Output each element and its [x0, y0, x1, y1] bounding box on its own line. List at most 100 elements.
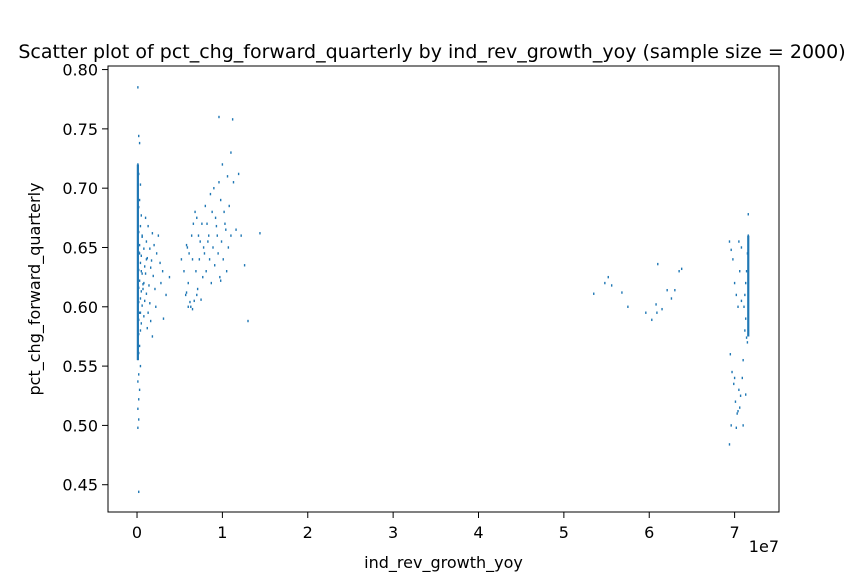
scatter-point	[190, 234, 193, 237]
scatter-point	[141, 272, 143, 275]
scatter-point	[146, 256, 148, 260]
scatter-point	[739, 394, 742, 397]
scatter-point	[203, 252, 206, 255]
scatter-point	[157, 234, 160, 237]
scatter-point	[190, 305, 192, 308]
x-axis: 0 1 2 3 4 5 6 7	[132, 512, 740, 542]
scatter-point	[187, 281, 189, 285]
scatter-point	[140, 254, 142, 257]
scatter-point	[196, 216, 198, 220]
y-axis: 0.45 0.50 0.55 0.60 0.65 0.70 0.75 0.80	[62, 61, 108, 495]
y-tick-label: 0.60	[62, 298, 98, 317]
scatter-point	[140, 290, 142, 293]
scatter-point	[219, 279, 222, 282]
scatter-point	[144, 216, 147, 220]
scatter-point	[680, 267, 683, 271]
scatter-point	[149, 266, 152, 269]
scatter-point	[733, 376, 736, 380]
x-axis-offset-label: 1e7	[749, 537, 779, 556]
scatter-point	[607, 275, 609, 279]
scatter-point	[737, 305, 739, 308]
scatter-point	[232, 181, 235, 184]
scatter-point	[593, 292, 595, 295]
scatter-point	[729, 353, 732, 356]
scatter-point	[732, 258, 734, 261]
scatter-point	[188, 252, 190, 255]
scatter-point	[218, 115, 220, 119]
scatter-point	[186, 246, 189, 249]
scatter-point	[149, 247, 151, 250]
scatter-point	[141, 234, 143, 237]
scatter-point	[152, 274, 154, 278]
scatter-point	[184, 293, 187, 297]
scatter-point	[743, 305, 745, 308]
scatter-point	[661, 307, 663, 311]
scatter-point	[610, 284, 613, 287]
x-tick-label: 5	[559, 523, 569, 542]
scatter-point	[139, 183, 142, 186]
scatter-point	[211, 210, 213, 214]
scatter-point	[147, 224, 149, 228]
scatter-point	[189, 300, 191, 304]
scatter-point	[192, 222, 195, 225]
scatter-point	[138, 490, 140, 494]
scatter-point	[208, 234, 210, 237]
scatter-point	[742, 424, 744, 427]
scatter-point	[209, 192, 212, 196]
scatter-point	[202, 246, 205, 249]
scatter-point	[139, 364, 142, 368]
scatter-point	[745, 336, 748, 339]
scatter-point	[159, 261, 161, 265]
scatter-point	[137, 163, 139, 166]
scatter-point	[142, 283, 144, 286]
scatter-point	[657, 262, 659, 266]
scatter-point	[207, 240, 209, 243]
scatter-point	[214, 216, 217, 220]
scatter-point	[604, 281, 606, 285]
scatter-point	[645, 311, 647, 314]
scatter-point	[243, 264, 246, 267]
scatter-point	[161, 270, 164, 273]
scatter-point	[150, 259, 153, 262]
scatter-point	[670, 297, 673, 300]
y-axis-label: pct_chg_forward_quarterly	[25, 183, 45, 396]
scatter-point	[216, 234, 218, 237]
scatter-point	[655, 303, 657, 306]
scatter-point	[191, 258, 194, 261]
scatter-point	[225, 270, 228, 273]
scatter-point	[733, 281, 736, 285]
scatter-point	[220, 240, 223, 243]
scatter-point	[656, 311, 658, 314]
scatter-point	[146, 326, 148, 330]
scatter-point	[230, 151, 232, 154]
scatter-point	[736, 412, 738, 415]
scatter-point	[168, 275, 171, 279]
scatter-point	[138, 344, 141, 348]
scatter-point	[148, 284, 150, 287]
scatter-point	[143, 315, 145, 318]
scatter-point	[197, 234, 200, 237]
scatter-point	[678, 270, 680, 273]
scatter-point	[237, 172, 240, 176]
scatter-point	[145, 240, 148, 243]
scatter-point	[145, 258, 148, 261]
scatter-point	[731, 370, 733, 374]
scatter-point	[139, 297, 142, 300]
scatter-point	[738, 388, 740, 392]
scatter-point	[745, 317, 747, 320]
scatter-point	[230, 234, 232, 237]
scatter-point	[621, 291, 623, 294]
scatter-point	[745, 393, 747, 396]
scatter-point	[155, 252, 158, 255]
scatter-point	[138, 373, 140, 376]
scatter-point	[140, 270, 142, 273]
scatter-point	[666, 288, 668, 292]
scatter-point	[740, 299, 743, 303]
scatter-point	[149, 319, 152, 323]
y-tick-label: 0.80	[62, 61, 98, 80]
scatter-point	[149, 302, 151, 305]
scatter-point	[144, 299, 146, 303]
scatter-point	[746, 341, 749, 344]
scatter-point	[218, 181, 220, 184]
